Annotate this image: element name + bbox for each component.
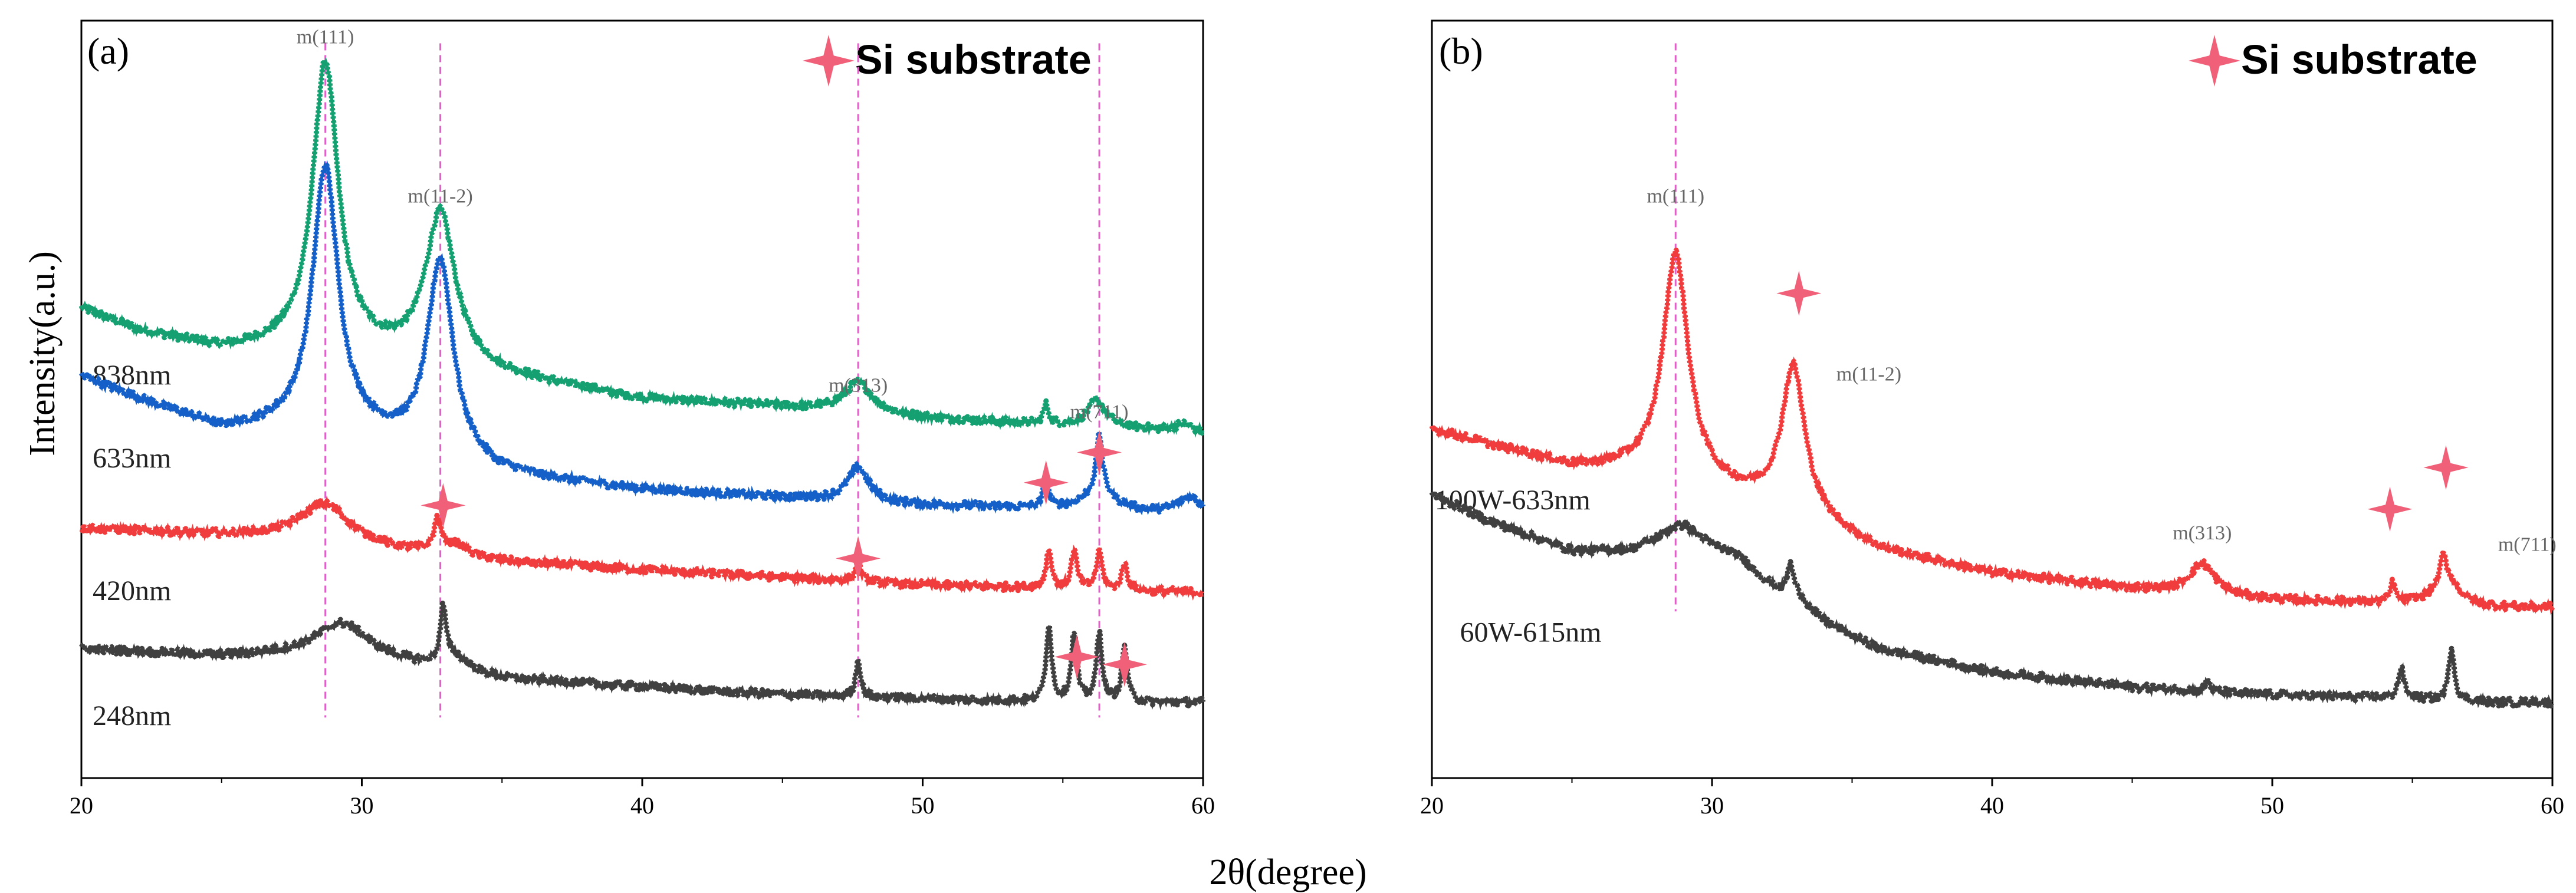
- series-line-core: [1430, 492, 2554, 709]
- legend-star-icon: [2189, 35, 2240, 87]
- x-tick-label: 40: [1980, 792, 2004, 819]
- si-substrate-star-icon: [1776, 271, 1822, 316]
- x-tick-label: 20: [1420, 792, 1444, 819]
- si-substrate-star-icon: [2367, 486, 2413, 532]
- x-tick-label: 60: [2541, 792, 2564, 819]
- panel-label: (a): [87, 30, 129, 72]
- peak-label: m(313): [2173, 522, 2232, 544]
- series-line-core: [80, 602, 1205, 711]
- x-tick-label: 20: [70, 792, 93, 819]
- peak-label: m(711): [1070, 401, 1129, 423]
- x-tick-label: 30: [350, 792, 374, 819]
- legend-label: Si substrate: [2241, 37, 2478, 83]
- series-248nm: [79, 601, 1206, 711]
- series-633nm: [78, 160, 1206, 516]
- series-line: [1429, 248, 2555, 613]
- series-line: [78, 58, 1205, 436]
- si-substrate-star-icon: [1023, 460, 1069, 505]
- series-line: [79, 498, 1205, 599]
- series-420nm: [79, 495, 1205, 601]
- y-axis-label: Intensity(a.u.): [22, 251, 63, 456]
- series-60W-615nm: [1429, 491, 2555, 709]
- series-line-core: [80, 57, 1204, 438]
- peak-label: m(111): [297, 27, 354, 48]
- panel-b-chart: 20 30 40 50 60(b) Si substrate100W-633nm60W-6…: [1420, 19, 2564, 819]
- peak-label: m(313): [829, 375, 888, 397]
- peak-label: m(111): [1647, 185, 1704, 207]
- si-substrate-star-icon: [2423, 445, 2469, 490]
- series-label: 60W-615nm: [1460, 617, 1602, 648]
- series-line-core: [1430, 250, 2554, 616]
- peak-label: m(711): [2498, 534, 2557, 556]
- series-838nm: [78, 57, 1205, 438]
- si-substrate-star-icon: [1077, 430, 1122, 475]
- plot-frame: [1431, 19, 2554, 779]
- series-100W-633nm: [1429, 248, 2555, 616]
- x-tick-label: 60: [1191, 792, 1215, 819]
- x-tick-label: 40: [630, 792, 654, 819]
- series-label: 420nm: [93, 575, 171, 607]
- si-substrate-star-icon: [1054, 634, 1099, 680]
- legend-label: Si substrate: [855, 37, 1092, 83]
- panel-label: (b): [1439, 30, 1483, 72]
- peak-label: m(11-2): [408, 185, 473, 207]
- legend-star-icon: [803, 35, 855, 87]
- x-tick-label: 30: [1700, 792, 1724, 819]
- shared-x-axis-label: 2θ(degree): [1209, 852, 1366, 892]
- series-line-core: [80, 160, 1205, 516]
- x-tick-label: 50: [2260, 792, 2284, 819]
- si-substrate-star-icon: [836, 536, 881, 581]
- panel-a-chart: 20 30 40 50 60(a) Si substrate838nm633nm420nm…: [70, 19, 1215, 819]
- series-label: 633nm: [93, 443, 171, 474]
- si-substrate-star-icon: [1102, 642, 1147, 687]
- peak-label: m(11-2): [1836, 363, 1901, 385]
- x-tick-label: 50: [911, 792, 935, 819]
- series-label: 248nm: [93, 700, 171, 731]
- si-substrate-star-icon: [420, 483, 466, 528]
- series-line-core: [80, 495, 1204, 601]
